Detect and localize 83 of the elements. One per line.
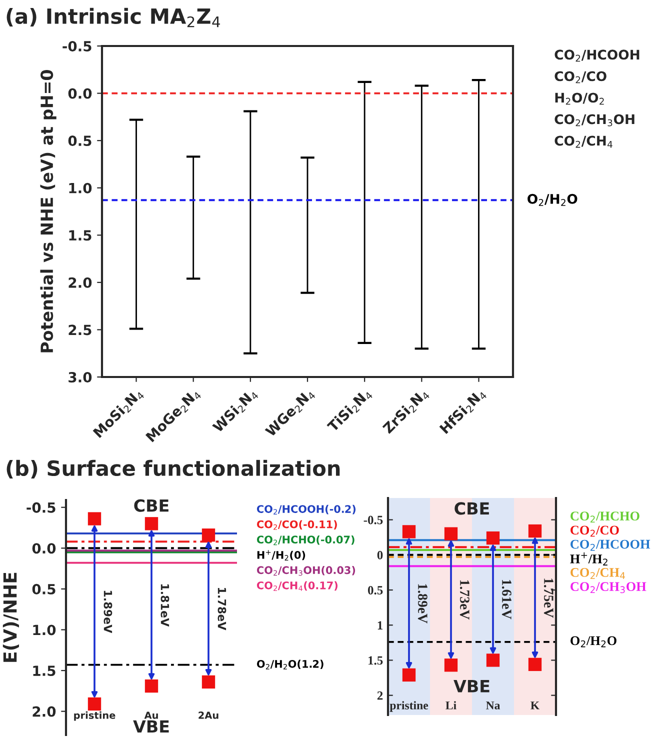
point: [88, 697, 102, 711]
point: [202, 528, 216, 542]
point: [144, 679, 158, 693]
x-tick-label: TiSi$_{2}$N$_{4}$: [326, 387, 373, 434]
annotation: 1.75eV: [544, 578, 554, 618]
y-tick-label: 0.5: [68, 136, 92, 146]
y-tick-label: 0.0: [68, 88, 92, 99]
x-tick-label: HfSi$_{2}$N$_{4}$: [438, 387, 488, 436]
y-tick-label: 1.5: [368, 656, 383, 665]
point: [486, 531, 500, 545]
annotation: VBE: [454, 680, 490, 692]
annotation: CBE: [134, 499, 168, 512]
y-tick-label: 0: [377, 550, 383, 560]
y-tick-label: 0.5: [32, 584, 56, 594]
point: [88, 512, 102, 526]
chart-title: (b) Surface functionalization: [6, 460, 340, 478]
x-tick-label: WGe$_{2}$N$_{4}$: [264, 388, 316, 439]
x-tick-label: ZrSi$_{2}$N$_{4}$: [382, 387, 430, 436]
point: [402, 668, 416, 682]
y-axis-title: Potential vs NHE (eV) at pH=0: [40, 70, 56, 352]
ref-line-label: CO$_{2}$/CH$_{4}$: [570, 568, 625, 579]
ref-line-label: H$^{+}$/H$_{2}$(0): [257, 550, 306, 560]
x-tick-label: Au: [144, 712, 158, 719]
annotation: 1.78eV: [218, 588, 226, 630]
ref-line-label: CO$_{2}$/CO: [570, 526, 619, 537]
annotation: 1.89eV: [104, 590, 112, 634]
y-tick-label: 1.5: [69, 230, 92, 241]
ref-line-label: CO$_{2}$/HCHO(-0.07): [256, 535, 354, 546]
y-tick-label: 1: [378, 621, 382, 630]
annotation: 1.61eV: [502, 580, 512, 620]
x-tick-label: pristine: [74, 711, 116, 721]
annotation: CBE: [454, 502, 489, 515]
ref-line-label: CO$_{2}$/HCHO: [570, 512, 640, 523]
x-tick-label: 2Au: [198, 712, 218, 719]
ref-line-label: H$^{+}$/H$_{2}$: [570, 552, 608, 566]
ref-line-label: O$_{2}$/H$_{2}$O: [570, 636, 616, 648]
text: CO$_{2}$/CH$_{4}$: [554, 136, 612, 148]
annotation: 1.73eV: [460, 580, 470, 620]
ref-line-label: O$_{2}$/H$_{2}$O: [528, 194, 578, 206]
point: [444, 527, 458, 540]
x-tick-label: MoGe$_{2}$N$_{4}$: [145, 388, 202, 444]
text: CO$_{2}$/HCOOH: [554, 50, 640, 62]
ref-line-label: CO$_{2}$/CO(-0.11): [256, 520, 337, 530]
chart-title: (a) Intrinsic MA$_{2}$Z$_{4}$: [6, 8, 220, 28]
y-tick-label: -0.5: [364, 516, 383, 524]
x-tick-label: Li: [446, 701, 456, 710]
y-axis-title: E(V)/NHE: [2, 572, 19, 662]
point: [144, 517, 158, 530]
point: [528, 658, 542, 672]
ref-line-label: CO$_{2}$/CH$_{3}$OH: [570, 582, 646, 594]
y-tick-label: 0.0: [32, 543, 56, 554]
point: [486, 654, 500, 667]
y-tick-label: 1.0: [33, 624, 56, 636]
y-tick-label: 1.5: [33, 666, 56, 676]
y-tick-label: 2.0: [68, 277, 92, 288]
x-tick-label: K: [530, 702, 540, 710]
ref-line-label: CO$_{2}$/HCOOH: [570, 540, 650, 551]
x-tick-label: WSi$_{2}$N$_{4}$: [212, 387, 259, 434]
y-tick-label: 2.5: [68, 324, 92, 336]
point: [402, 525, 416, 538]
y-tick-label: 0.5: [368, 586, 383, 595]
y-tick-label: -0.5: [62, 40, 92, 52]
text: H$_{2}$O/O$_{2}$: [555, 92, 604, 105]
x-tick-label: MoSi$_{2}$N$_{4}$: [92, 387, 145, 440]
y-tick-label: -0.5: [26, 502, 56, 513]
ref-line-label: CO$_{2}$/HCOOH(-0.2): [256, 504, 356, 515]
ref-line-label: CO$_{2}$/CH$_{3}$OH(0.03): [256, 566, 356, 576]
text: CO$_{2}$/CH$_{3}$OH: [554, 114, 634, 126]
point: [202, 675, 216, 689]
annotation: VBE: [133, 720, 169, 733]
y-tick-label: 2: [377, 691, 383, 700]
ref-line-label: O$_{2}$/H$_{2}$O(1.2): [256, 660, 324, 670]
point: [528, 524, 542, 538]
text: CO$_{2}$/CO: [554, 71, 606, 84]
y-tick-label: 3.0: [68, 372, 92, 382]
annotation: 1.81eV: [160, 584, 170, 627]
ref-line-label: CO$_{2}$/CH$_{4}$(0.17): [256, 581, 338, 591]
annotation: 1.89eV: [418, 584, 428, 624]
y-tick-label: 2.0: [32, 706, 56, 717]
y-tick-label: 1.0: [69, 182, 92, 194]
x-tick-label: Na: [486, 702, 500, 710]
point: [444, 658, 458, 672]
x-tick-label: pristine: [390, 701, 428, 712]
